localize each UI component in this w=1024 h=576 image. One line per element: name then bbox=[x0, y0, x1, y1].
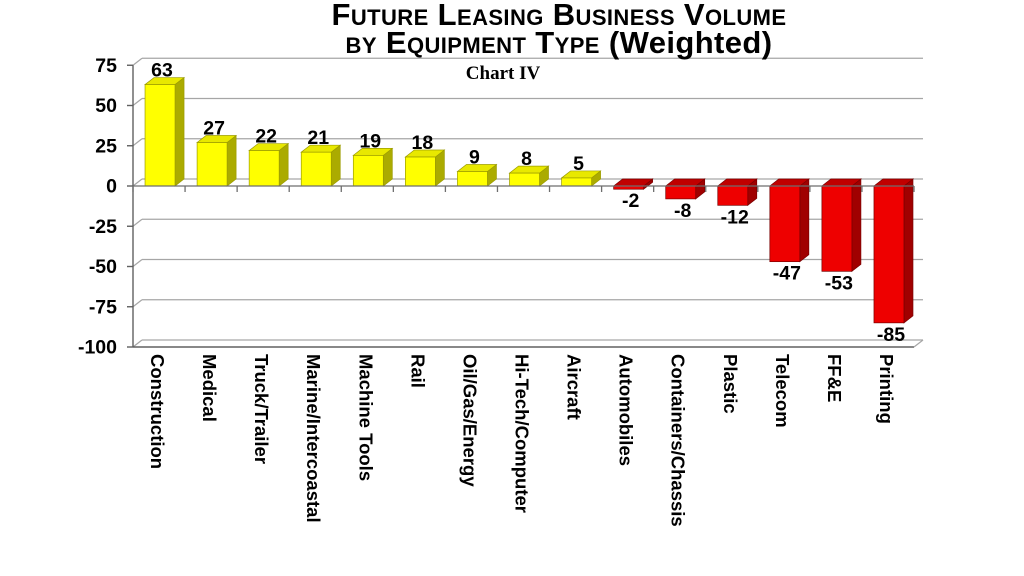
bar-value-label: -12 bbox=[721, 206, 749, 228]
bar-truck-trailer-front-face bbox=[248, 150, 280, 187]
bar-telecom-side-face bbox=[799, 178, 810, 263]
chart-title-line2-weighted: (Weighted) bbox=[608, 25, 773, 60]
axis-depth-connector bbox=[132, 138, 143, 147]
category-label-hi-tech-computer: Hi-Tech/Computer bbox=[512, 354, 533, 513]
bar-oil-gas-energy-front-face bbox=[457, 171, 488, 187]
y-axis-tick-label: 0 bbox=[106, 176, 117, 198]
bar-value-label: 21 bbox=[307, 127, 329, 149]
axis-depth-connector bbox=[132, 339, 143, 348]
y-axis-tick-label: -25 bbox=[89, 216, 117, 238]
chart-title: Future Leasing Business Volume by Equipm… bbox=[96, 0, 1022, 58]
category-label-machine-tools: Machine Tools bbox=[355, 354, 376, 481]
bar-ff-e-side-face bbox=[851, 178, 862, 273]
category-label-aircraft: Aircraft bbox=[564, 354, 585, 420]
y-axis-tick-label: 50 bbox=[95, 95, 117, 117]
y-axis-tick-label: -50 bbox=[89, 256, 117, 278]
chart-subtitle: Chart IV bbox=[465, 63, 541, 84]
bar-value-label: 5 bbox=[573, 153, 584, 175]
category-label-oil-gas-energy: Oil/Gas/Energy bbox=[459, 354, 480, 487]
bar-printing-front-face bbox=[873, 185, 905, 324]
category-label-containers-chassis: Containers/Chassis bbox=[668, 354, 689, 527]
axis-depth-connector bbox=[132, 98, 143, 106]
bar-value-label: 27 bbox=[203, 118, 225, 140]
bar-printing-side-face bbox=[903, 178, 914, 324]
bar-construction-side-face bbox=[174, 76, 185, 187]
bar-marine-intercoastal-front-face bbox=[300, 151, 332, 187]
category-label-medical: Medical bbox=[199, 354, 220, 422]
y-axis-tick-label: 25 bbox=[95, 135, 117, 157]
bar-value-label: -2 bbox=[622, 190, 639, 212]
y-axis-tick-label: 75 bbox=[95, 55, 117, 77]
y-axis-tick-label: -75 bbox=[89, 296, 117, 318]
bar-containers-chassis-front-face bbox=[665, 185, 697, 200]
bar-medical-side-face bbox=[226, 134, 237, 187]
bar-value-label: -85 bbox=[877, 324, 905, 346]
category-label-ff-e: FF&E bbox=[824, 354, 845, 402]
axis-depth-connector bbox=[132, 218, 143, 227]
bar-ff-e-front-face bbox=[821, 185, 853, 272]
bar-plastic-front-face bbox=[717, 185, 749, 206]
category-label-truck-trailer: Truck/Trailer bbox=[251, 354, 272, 464]
category-label-construction: Construction bbox=[147, 354, 168, 469]
bar-value-label: -47 bbox=[773, 263, 801, 285]
bar-value-label: -8 bbox=[674, 200, 691, 222]
category-label-plastic: Plastic bbox=[720, 354, 741, 414]
category-label-telecom: Telecom bbox=[772, 354, 793, 428]
bar-value-label: 22 bbox=[255, 126, 277, 148]
category-label-printing: Printing bbox=[876, 354, 897, 424]
category-label-automobiles: Automobiles bbox=[616, 354, 637, 466]
bar-value-label: -53 bbox=[825, 272, 853, 294]
axis-depth-connector bbox=[132, 178, 143, 187]
y-axis-tick-label: -100 bbox=[78, 337, 117, 359]
bar-aircraft-front-face bbox=[561, 177, 592, 187]
chart-title-line2: by Equipment Type (Weighted) bbox=[96, 27, 1022, 58]
bar-value-label: 18 bbox=[412, 132, 434, 154]
axis-depth-connector bbox=[132, 259, 143, 267]
axis-depth-connector bbox=[132, 57, 143, 66]
bar-machine-tools-front-face bbox=[352, 155, 384, 187]
chart-title-line2-caps: by Equipment Type bbox=[345, 25, 609, 60]
category-label-marine-intercoastal: Marine/Intercoastal bbox=[303, 354, 324, 523]
chart-title-line1: Future Leasing Business Volume bbox=[331, 0, 787, 32]
bar-rail-front-face bbox=[405, 156, 436, 187]
plot-floor-right-edge bbox=[913, 339, 924, 348]
bar-medical-front-face bbox=[196, 142, 228, 187]
bar-construction-front-face bbox=[144, 84, 176, 187]
bar-telecom-front-face bbox=[769, 185, 801, 263]
bar-value-label: 19 bbox=[359, 130, 381, 152]
bar-hi-tech-computer-front-face bbox=[509, 172, 540, 187]
axis-depth-connector bbox=[132, 299, 143, 308]
bar-value-label: 63 bbox=[151, 60, 173, 82]
bar-value-label: 8 bbox=[521, 148, 532, 170]
bar-value-label: 9 bbox=[469, 147, 480, 169]
category-label-rail: Rail bbox=[407, 354, 428, 388]
